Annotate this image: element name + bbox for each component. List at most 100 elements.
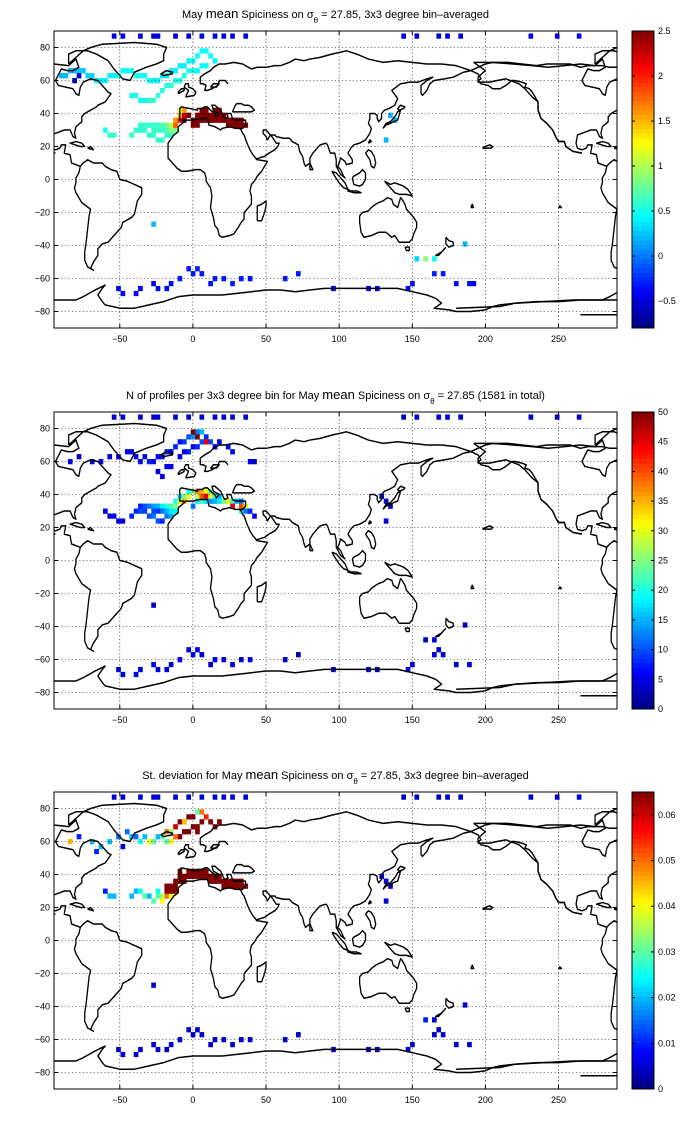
bin-cell (168, 893, 174, 899)
x-tick-label: 250 (551, 334, 566, 344)
colorbar-step (632, 309, 654, 315)
bin-cell (133, 290, 139, 297)
colorbar-tick-label: 0.05 (658, 856, 676, 866)
bin-cell (168, 449, 174, 455)
colorbar-tick-label: 40 (658, 466, 668, 476)
bin-cell (168, 68, 174, 74)
bin-cell (177, 834, 183, 840)
bin-cell (471, 280, 477, 287)
colorbar-step (632, 1005, 654, 1011)
bin-cell (168, 883, 174, 889)
colorbar-step (632, 1079, 654, 1085)
bin-cell (164, 463, 170, 470)
bin-cell (164, 513, 170, 519)
colorbar-tick-label: 2 (658, 71, 663, 81)
bin-cell (155, 454, 161, 460)
bin-cell (203, 814, 209, 820)
y-tick-label: −20 (35, 208, 50, 218)
colorbar-step (632, 453, 654, 459)
bin-cell (243, 508, 249, 514)
bin-cell (111, 513, 117, 519)
bin-cell (133, 1051, 139, 1058)
colorbar-step (632, 555, 654, 561)
bin-cell (203, 488, 209, 494)
colorbar-step (632, 235, 654, 241)
bin-cell (436, 1027, 442, 1033)
bin-cell (186, 794, 192, 800)
bin-cell (133, 508, 139, 514)
x-tick-label: 250 (551, 715, 566, 725)
colorbar-step (632, 699, 654, 705)
colorbar-step (632, 792, 654, 798)
bin-cell (296, 271, 301, 277)
colorbar-step (632, 653, 654, 659)
colorbar-step (632, 105, 654, 111)
bin-cell (432, 1017, 437, 1023)
bin-cell (445, 33, 450, 39)
bin-cell (155, 794, 161, 800)
coastlines (54, 41, 617, 316)
bin-cell (102, 127, 108, 133)
bin-cell (462, 241, 468, 247)
colorbar-step (632, 875, 654, 881)
colorbar-step (632, 681, 654, 687)
colorbar-step (632, 1042, 654, 1048)
bin-cell (120, 1051, 126, 1058)
bin-cell (383, 898, 389, 904)
bin-cell (221, 794, 227, 800)
colorbar-step (632, 597, 654, 603)
colorbar-step (632, 963, 654, 969)
title-part: θ (430, 397, 435, 406)
bin-cell (225, 498, 231, 504)
colorbar-tick-label: 50 (658, 407, 668, 417)
x-tick-label: 150 (405, 334, 420, 344)
bin-cell (164, 122, 170, 128)
colorbar-step (632, 1033, 654, 1039)
colorbar-step (632, 114, 654, 120)
bin-cell (177, 454, 183, 460)
bin-cell (164, 883, 170, 889)
bin-cell (146, 122, 152, 128)
y-tick-label: 40 (40, 490, 50, 500)
colorbar-step (632, 1075, 654, 1081)
colorbar-step (632, 160, 654, 167)
colorbar-step (632, 1028, 654, 1034)
colorbar-step (632, 704, 654, 710)
bin-cell (107, 893, 113, 899)
bin-cell (160, 127, 165, 133)
colorbar-step (632, 304, 654, 310)
bin-cell (195, 117, 200, 123)
bin-cell (230, 280, 235, 287)
bin-cell (155, 893, 161, 899)
bin-cell (129, 92, 134, 99)
bin-cell (160, 73, 165, 79)
bin-cell (212, 58, 218, 64)
colorbar-tick-label: 0.01 (658, 1038, 676, 1048)
bin-cell (173, 117, 178, 123)
bin-cell (230, 122, 235, 128)
colorbar-step (632, 630, 654, 636)
bin-cell (225, 878, 231, 884)
bin-cell (221, 414, 227, 420)
colorbar-step (632, 86, 654, 92)
bin-cell (186, 68, 192, 74)
bin-cell (405, 285, 411, 292)
colorbar-step (632, 616, 654, 622)
bin-cell (120, 518, 126, 524)
bin-cell (173, 33, 178, 39)
colorbar-step (632, 290, 654, 297)
colorbar-step (632, 133, 654, 139)
colorbar-step (632, 174, 654, 180)
bin-cell (203, 434, 209, 440)
bin-cell (230, 883, 235, 889)
bin-cell (129, 132, 134, 138)
bin-cell (203, 112, 209, 118)
bin-cell (177, 63, 183, 69)
y-tick-label: −40 (35, 1002, 50, 1012)
bin-cell (89, 459, 95, 465)
colorbar-step (632, 137, 654, 143)
bin-cell (199, 112, 205, 118)
bin-cell (116, 1046, 121, 1053)
bin-cell (181, 819, 187, 825)
colorbar-step (632, 263, 654, 269)
